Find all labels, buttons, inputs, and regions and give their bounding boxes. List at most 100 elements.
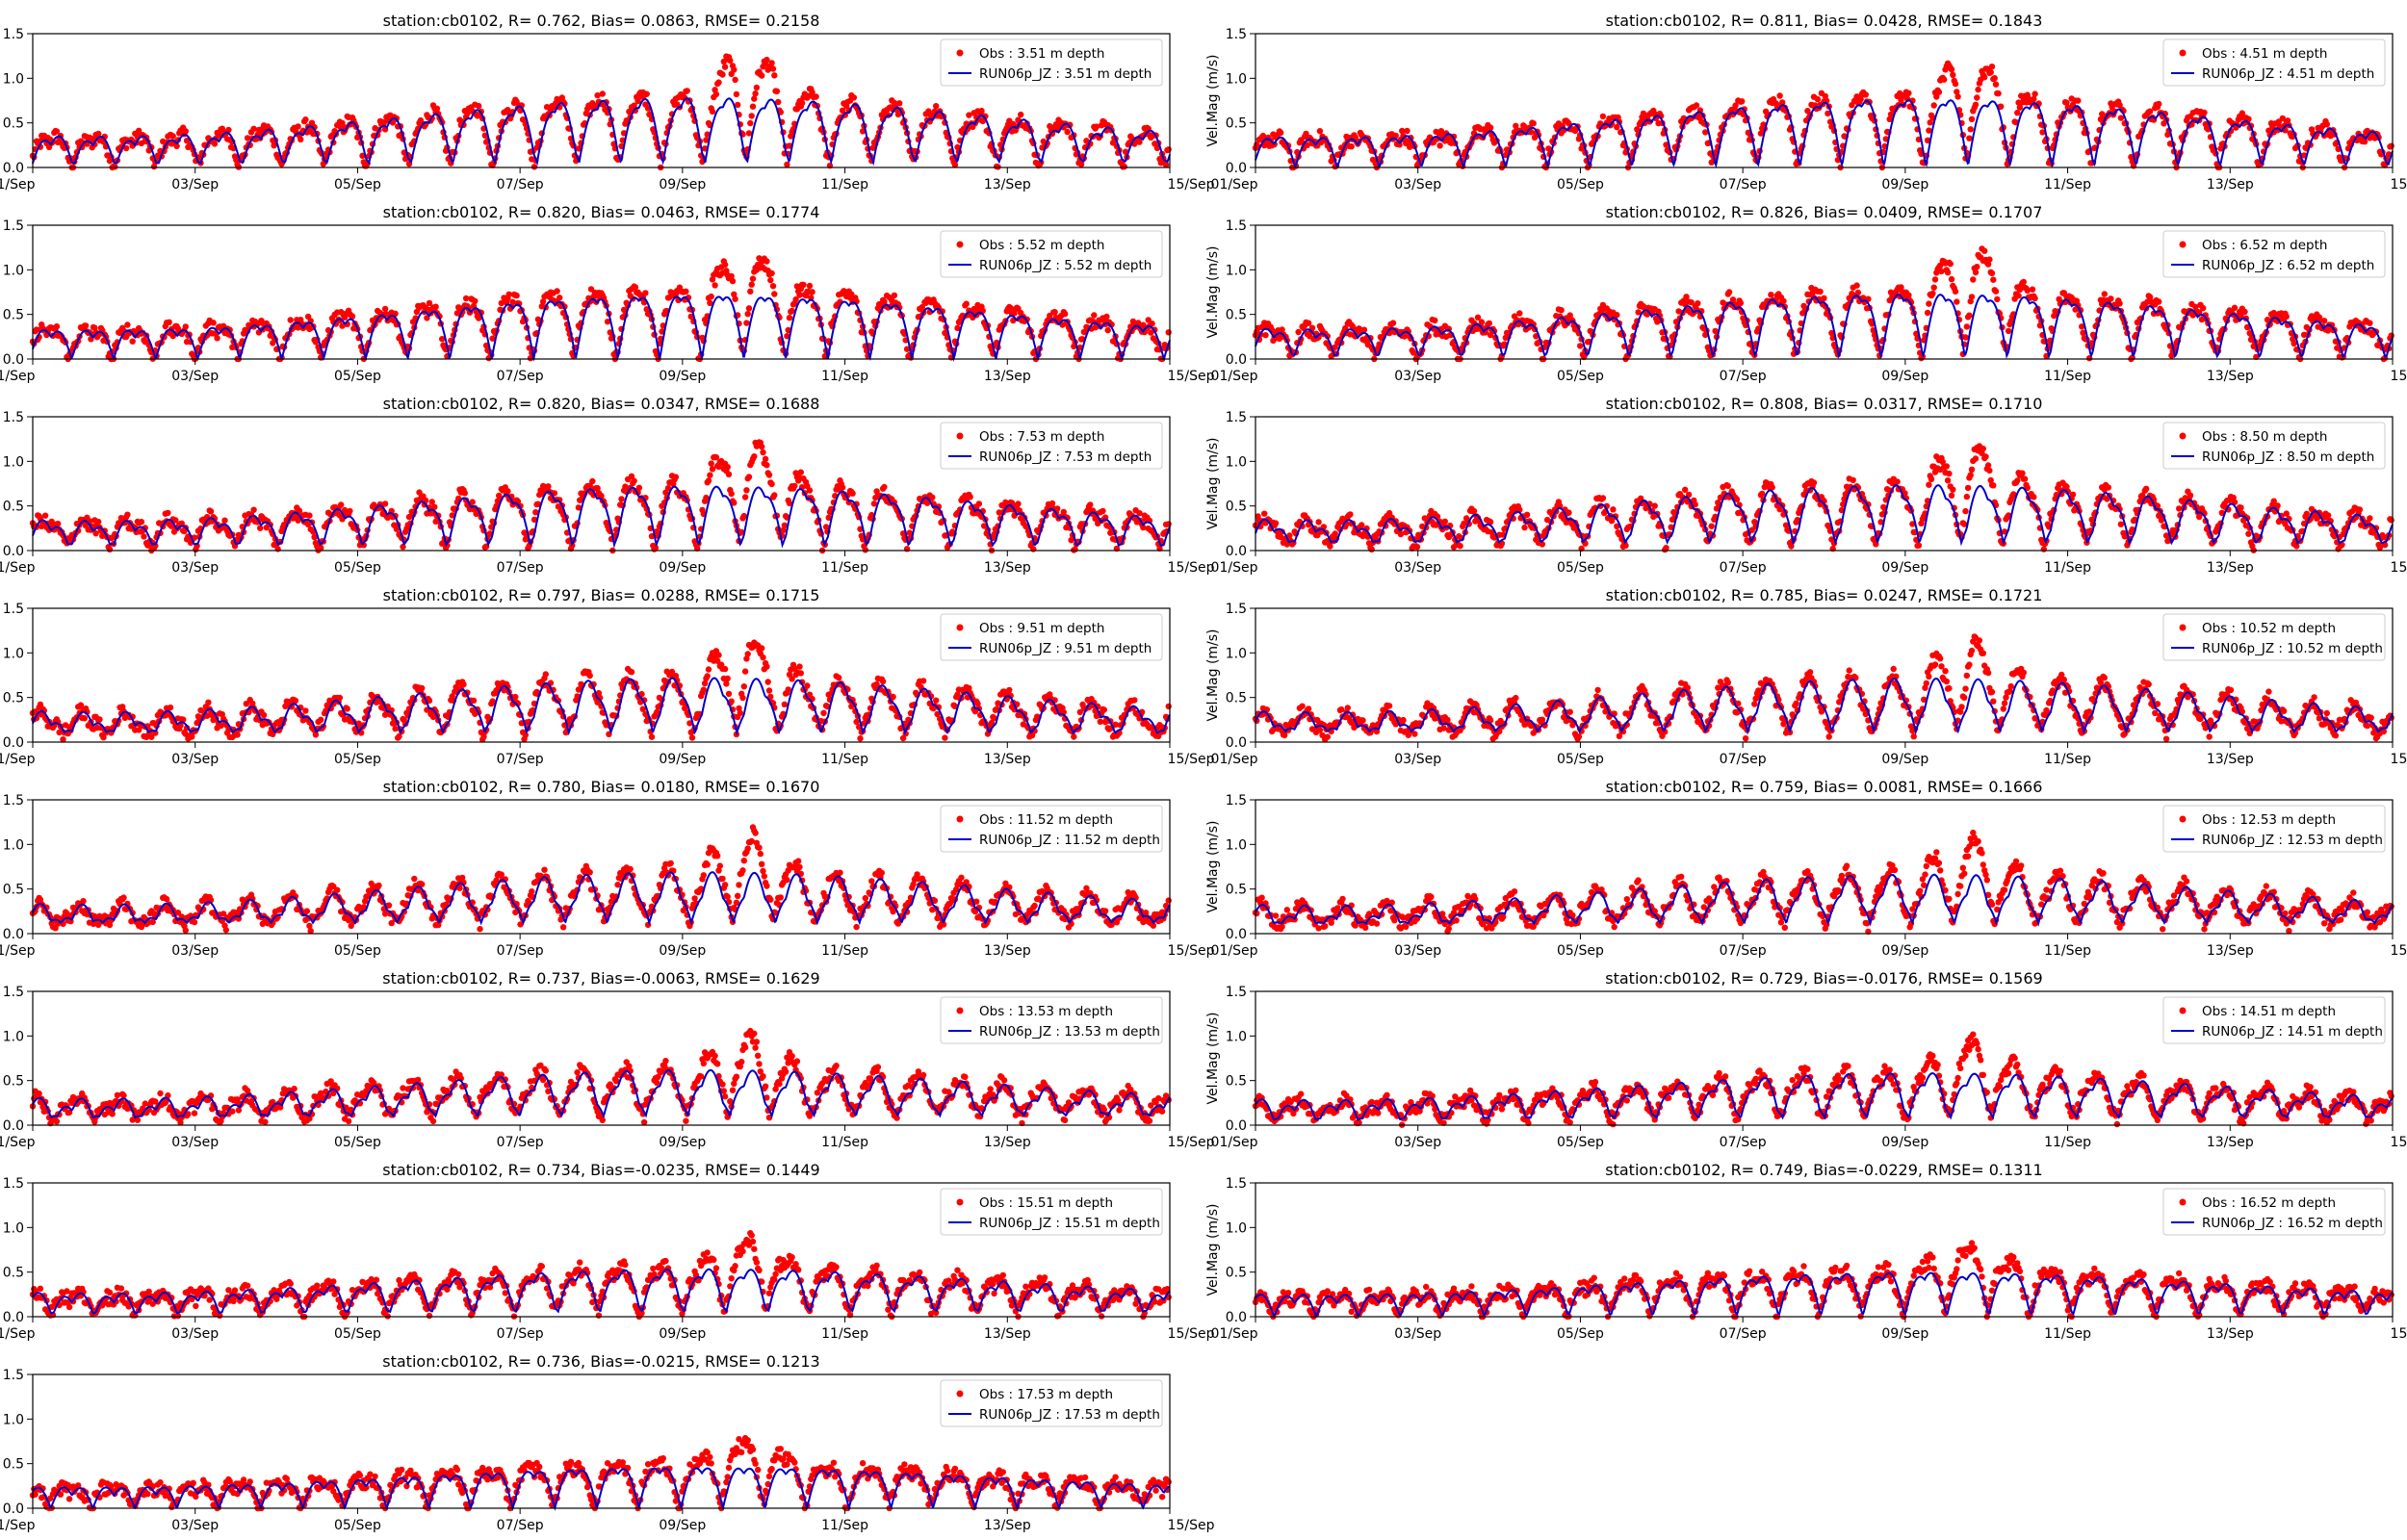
obs-point: [683, 288, 689, 295]
y-axis-label: Vel.Mag (m/s): [1205, 437, 1221, 529]
x-tick-label: 15/Sep: [1168, 369, 1215, 384]
obs-point: [1990, 276, 1997, 283]
obs-point: [182, 323, 189, 330]
subplot-title: station:cb0102, R= 0.826, Bias= 0.0409, …: [1606, 203, 2043, 221]
obs-point: [1944, 269, 1952, 276]
obs-point: [298, 136, 304, 142]
obs-point: [1278, 129, 1284, 137]
obs-point: [708, 293, 714, 300]
obs-point: [2388, 142, 2394, 149]
x-tick-label: 09/Sep: [659, 560, 706, 576]
obs-point: [634, 97, 641, 105]
y-tick-label: 0.0: [3, 161, 24, 176]
x-tick-label: 01/Sep: [0, 560, 36, 576]
obs-point: [705, 477, 712, 484]
obs-point: [618, 496, 625, 502]
obs-point: [347, 507, 353, 515]
obs-point: [1780, 297, 1787, 304]
obs-point: [859, 128, 867, 135]
x-tick-label: 03/Sep: [171, 369, 219, 384]
obs-point: [765, 472, 773, 478]
obs-point: [2075, 97, 2082, 104]
obs-point: [82, 322, 90, 329]
legend-obs-marker: [956, 49, 964, 57]
obs-point: [1994, 295, 2001, 303]
obs-point: [1348, 143, 1355, 150]
x-tick-label: 15/Sep: [2391, 369, 2407, 384]
obs-point: [513, 292, 520, 299]
obs-point: [1272, 520, 1280, 526]
obs-point: [786, 315, 793, 321]
obs-point: [122, 144, 130, 152]
obs-point: [472, 297, 479, 304]
obs-point: [1599, 495, 1607, 501]
obs-point: [1952, 288, 1959, 295]
obs-point: [2020, 278, 2027, 286]
x-tick-label: 11/Sep: [821, 560, 868, 576]
obs-point: [1610, 506, 1617, 513]
obs-point: [1926, 300, 1932, 307]
obs-point: [1432, 317, 1438, 324]
obs-point: [182, 128, 189, 135]
obs-point: [631, 477, 637, 484]
obs-point: [1693, 102, 1700, 109]
obs-point: [1776, 92, 1783, 99]
obs-point: [250, 125, 257, 132]
obs-point: [1970, 276, 1977, 283]
legend-obs-marker: [956, 241, 964, 248]
x-tick-label: 15/Sep: [1168, 177, 1215, 192]
obs-point: [207, 508, 215, 515]
obs-point: [752, 90, 759, 97]
x-tick-label: 11/Sep: [821, 177, 868, 192]
obs-point: [554, 288, 560, 295]
obs-point: [320, 161, 326, 167]
obs-point: [759, 72, 765, 79]
obs-point: [1954, 298, 1960, 305]
obs-point: [719, 71, 726, 78]
obs-point: [631, 102, 637, 109]
obs-point: [809, 89, 815, 96]
obs-point: [221, 517, 228, 524]
obs-point: [173, 142, 180, 149]
obs-point: [2231, 304, 2239, 311]
obs-point: [967, 494, 973, 500]
obs-point: [1972, 101, 1980, 109]
obs-point: [1316, 128, 1324, 135]
obs-point: [745, 474, 753, 480]
obs-point: [749, 103, 757, 110]
legend-obs-label: Obs : 7.53 m depth: [979, 429, 1104, 445]
subplot-3: station:cb0102, R= 0.820, Bias= 0.0463, …: [0, 203, 1215, 384]
obs-point: [1966, 312, 1973, 319]
obs-point: [751, 453, 758, 460]
obs-point: [751, 95, 758, 102]
obs-point: [743, 320, 750, 326]
obs-point: [806, 487, 814, 494]
y-tick-label: 0.0: [3, 544, 24, 559]
obs-point: [1516, 310, 1523, 317]
obs-point: [773, 88, 781, 95]
obs-point: [1905, 90, 1912, 97]
subplot-title: station:cb0102, R= 0.811, Bias= 0.0428, …: [1606, 12, 2043, 30]
obs-point: [733, 90, 740, 98]
obs-point: [1968, 116, 1976, 123]
obs-point: [715, 79, 722, 86]
y-tick-label: 0.0: [1226, 352, 1247, 368]
obs-point: [1103, 313, 1110, 321]
x-tick-label: 03/Sep: [171, 177, 219, 192]
obs-point: [287, 317, 294, 323]
obs-point: [124, 321, 131, 328]
obs-point: [1924, 309, 1931, 317]
x-tick-label: 09/Sep: [659, 369, 706, 384]
obs-point: [1599, 113, 1607, 120]
obs-point: [933, 103, 940, 110]
x-tick-label: 03/Sep: [1394, 177, 1441, 192]
obs-point: [978, 107, 985, 115]
obs-point: [839, 484, 846, 491]
obs-point: [768, 60, 775, 66]
obs-point: [732, 295, 738, 302]
obs-point: [2388, 332, 2394, 339]
y-tick-label: 0.5: [3, 308, 24, 323]
x-tick-label: 05/Sep: [1557, 177, 1604, 192]
